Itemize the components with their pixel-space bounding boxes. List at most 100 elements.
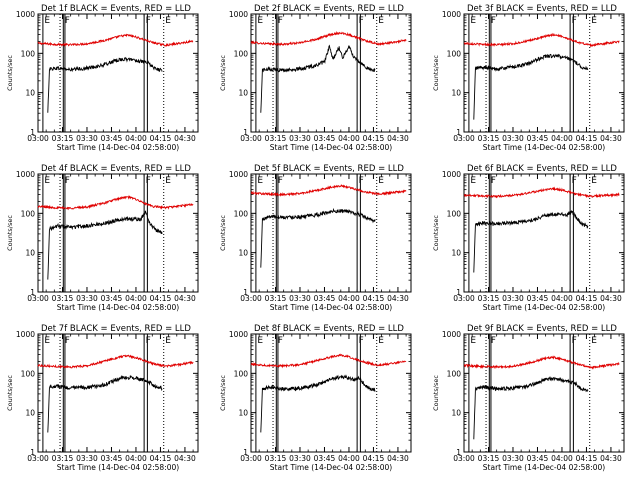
lld-series-line bbox=[250, 30, 407, 47]
y-axis-label: Counts/sec bbox=[219, 215, 227, 251]
panel-3f: Det 3f BLACK = Events, RED = LLD 1 10 100 10… bbox=[432, 4, 625, 152]
panel-title: Det 8f BLACK = Events, RED = LLD bbox=[254, 324, 404, 334]
x-axis-label: Start Time (14-Dec-04 02:58:00) bbox=[483, 143, 605, 152]
plot-frame bbox=[37, 173, 199, 293]
y-tick-label: 1000 bbox=[229, 330, 248, 339]
y-axis-label: Counts/sec bbox=[6, 215, 14, 251]
event-marker-label: F bbox=[146, 336, 151, 346]
y-tick-label: 1 bbox=[456, 128, 461, 137]
lld-series-line bbox=[250, 184, 407, 197]
events-series-line bbox=[260, 207, 376, 268]
lld-series-line bbox=[37, 354, 194, 370]
x-tick-label: 03:15 bbox=[265, 294, 287, 303]
y-tick-label: 100 bbox=[447, 49, 462, 58]
y-axis-label: Counts/sec bbox=[219, 55, 227, 91]
x-tick-label: 04:30 bbox=[387, 134, 409, 143]
event-marker-label: E bbox=[165, 16, 171, 26]
x-axis-label: Start Time (14-Dec-04 02:58:00) bbox=[57, 143, 179, 152]
x-tick-label: 04:30 bbox=[174, 134, 196, 143]
panel-title: Det 9f BLACK = Events, RED = LLD bbox=[467, 324, 617, 334]
y-tick-label: 10 bbox=[451, 249, 461, 258]
x-tick-label: 03:45 bbox=[527, 294, 549, 303]
lld-series-line bbox=[463, 186, 620, 199]
y-tick-label: 1000 bbox=[16, 10, 35, 19]
panel-7f: Det 7f BLACK = Events, RED = LLD 1 10 100 10… bbox=[6, 324, 199, 472]
event-marker-label: F bbox=[572, 336, 577, 346]
x-tick-label: 04:30 bbox=[174, 454, 196, 463]
event-marker-label: F bbox=[359, 176, 364, 186]
event-marker-label: E bbox=[44, 336, 50, 346]
event-marker-label: E bbox=[44, 176, 50, 186]
event-marker-label: F bbox=[491, 176, 496, 186]
x-tick-label: 03:00 bbox=[453, 294, 475, 303]
panel-1f: Det 1f BLACK = Events, RED = LLD 1 10 100 10… bbox=[6, 4, 199, 152]
y-tick-label: 1000 bbox=[442, 330, 461, 339]
x-tick-label: 04:15 bbox=[576, 134, 598, 143]
x-tick-label: 04:30 bbox=[387, 454, 409, 463]
event-marker-label: E bbox=[378, 16, 384, 26]
y-tick-label: 1000 bbox=[229, 10, 248, 19]
event-marker-label: F bbox=[278, 176, 283, 186]
x-tick-label: 03:15 bbox=[52, 454, 74, 463]
panel-9f: Det 9f BLACK = Events, RED = LLD 1 10 100 10… bbox=[432, 324, 625, 472]
x-tick-label: 03:00 bbox=[240, 134, 262, 143]
x-tick-label: 03:15 bbox=[478, 454, 500, 463]
x-tick-label: 04:15 bbox=[150, 134, 172, 143]
x-tick-label: 04:15 bbox=[576, 294, 598, 303]
panel-2f: Det 2f BLACK = Events, RED = LLD 1 10 100 10… bbox=[219, 4, 412, 152]
event-marker-label: F bbox=[572, 176, 577, 186]
plot-frame bbox=[250, 13, 412, 133]
x-tick-label: 04:00 bbox=[125, 454, 147, 463]
panel-6f: Det 6f BLACK = Events, RED = LLD 1 10 100 10… bbox=[432, 164, 625, 312]
y-tick-label: 1000 bbox=[16, 170, 35, 179]
event-marker-label: F bbox=[65, 16, 70, 26]
event-marker-label: E bbox=[378, 176, 384, 186]
event-marker-label: F bbox=[491, 336, 496, 346]
event-marker-label: E bbox=[470, 336, 476, 346]
y-tick-label: 100 bbox=[234, 49, 249, 58]
y-tick-label: 100 bbox=[21, 209, 36, 218]
x-axis-label: Start Time (14-Dec-04 02:58:00) bbox=[57, 303, 179, 312]
y-tick-label: 100 bbox=[234, 209, 249, 218]
x-axis-label: Start Time (14-Dec-04 02:58:00) bbox=[270, 463, 392, 472]
x-tick-label: 03:45 bbox=[314, 294, 336, 303]
x-tick-label: 03:00 bbox=[453, 454, 475, 463]
x-tick-label: 04:00 bbox=[125, 294, 147, 303]
y-tick-label: 1 bbox=[243, 128, 248, 137]
x-tick-label: 03:15 bbox=[478, 294, 500, 303]
y-tick-label: 10 bbox=[238, 89, 248, 98]
x-tick-label: 03:30 bbox=[502, 134, 524, 143]
panel-title: Det 6f BLACK = Events, RED = LLD bbox=[467, 164, 617, 174]
y-tick-label: 100 bbox=[447, 209, 462, 218]
y-axis-label: Counts/sec bbox=[432, 215, 440, 251]
events-series-line bbox=[260, 44, 376, 113]
y-tick-label: 1000 bbox=[442, 170, 461, 179]
y-tick-label: 1 bbox=[456, 288, 461, 297]
event-marker-label: F bbox=[65, 336, 70, 346]
y-tick-label: 10 bbox=[451, 89, 461, 98]
y-axis-label: Counts/sec bbox=[432, 55, 440, 91]
y-tick-label: 10 bbox=[238, 409, 248, 418]
event-marker-label: F bbox=[278, 16, 283, 26]
y-tick-label: 1 bbox=[30, 448, 35, 457]
y-tick-label: 10 bbox=[25, 249, 35, 258]
x-tick-label: 03:00 bbox=[27, 294, 49, 303]
event-marker-label: E bbox=[257, 336, 263, 346]
event-marker-label: F bbox=[359, 16, 364, 26]
y-tick-label: 1000 bbox=[16, 330, 35, 339]
y-tick-label: 100 bbox=[234, 369, 249, 378]
event-marker-label: E bbox=[591, 16, 597, 26]
x-tick-label: 03:00 bbox=[240, 454, 262, 463]
x-tick-label: 03:30 bbox=[289, 294, 311, 303]
x-tick-label: 04:00 bbox=[338, 454, 360, 463]
y-axis-label: Counts/sec bbox=[432, 375, 440, 411]
x-tick-label: 03:00 bbox=[27, 134, 49, 143]
x-tick-label: 03:45 bbox=[527, 454, 549, 463]
lld-series-line bbox=[463, 355, 620, 370]
x-axis-label: Start Time (14-Dec-04 02:58:00) bbox=[483, 303, 605, 312]
events-series-line bbox=[473, 210, 589, 273]
x-tick-label: 04:15 bbox=[363, 134, 385, 143]
panel-title: Det 4f BLACK = Events, RED = LLD bbox=[41, 164, 191, 174]
